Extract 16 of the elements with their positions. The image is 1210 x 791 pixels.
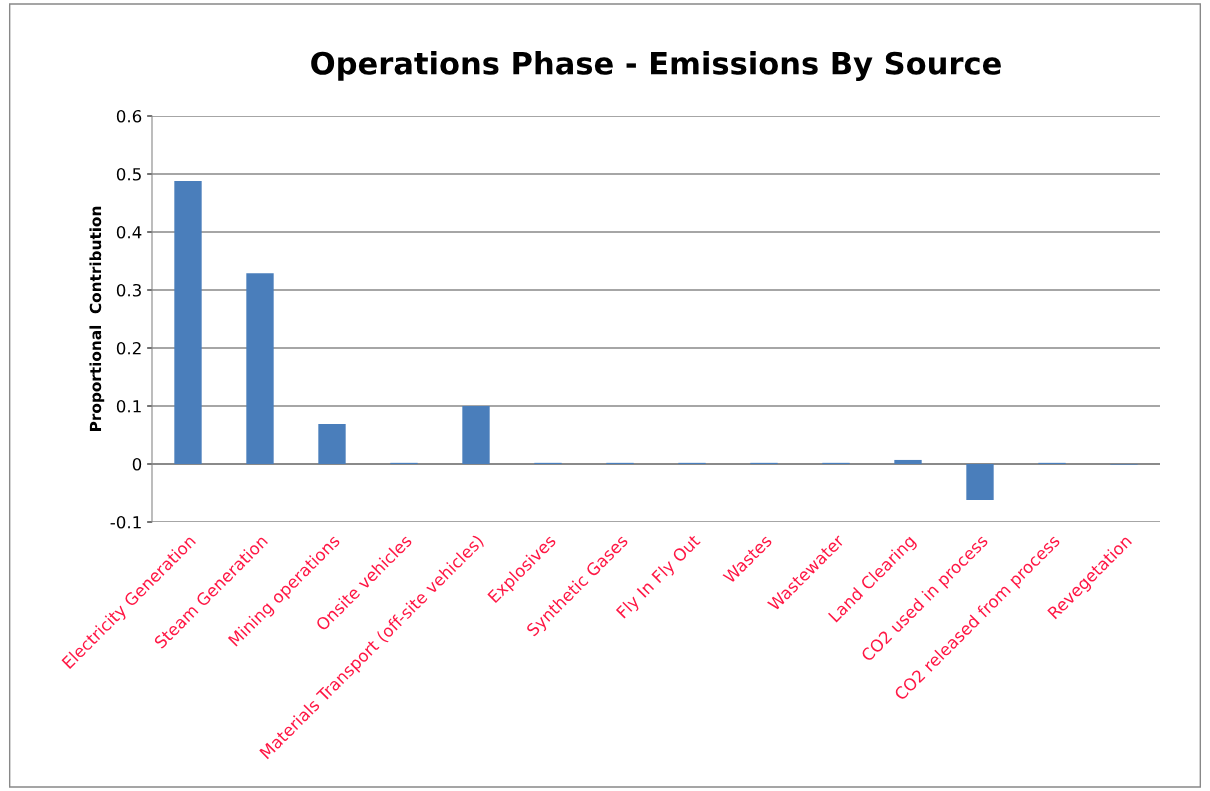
y-tick-label: 0.5 <box>116 167 141 181</box>
y-tick-label: 0.4 <box>116 225 142 239</box>
bar <box>966 464 994 500</box>
y-tick-label: 0.3 <box>116 283 141 297</box>
bar <box>462 406 490 464</box>
y-tick-label: 0.6 <box>116 109 142 123</box>
bar <box>318 423 346 464</box>
y-tick-label: 0 <box>132 457 142 471</box>
bar <box>894 459 922 464</box>
bar <box>174 180 202 464</box>
chart-title: Operations Phase - Emissions By Source <box>311 51 1001 81</box>
y-tick-label: 0.2 <box>116 341 141 355</box>
y-tick-label: -0.1 <box>110 515 141 529</box>
y-tick-label: 0.1 <box>116 399 141 413</box>
bar <box>246 273 274 464</box>
y-axis-title: Proportional Contribution <box>89 206 105 431</box>
